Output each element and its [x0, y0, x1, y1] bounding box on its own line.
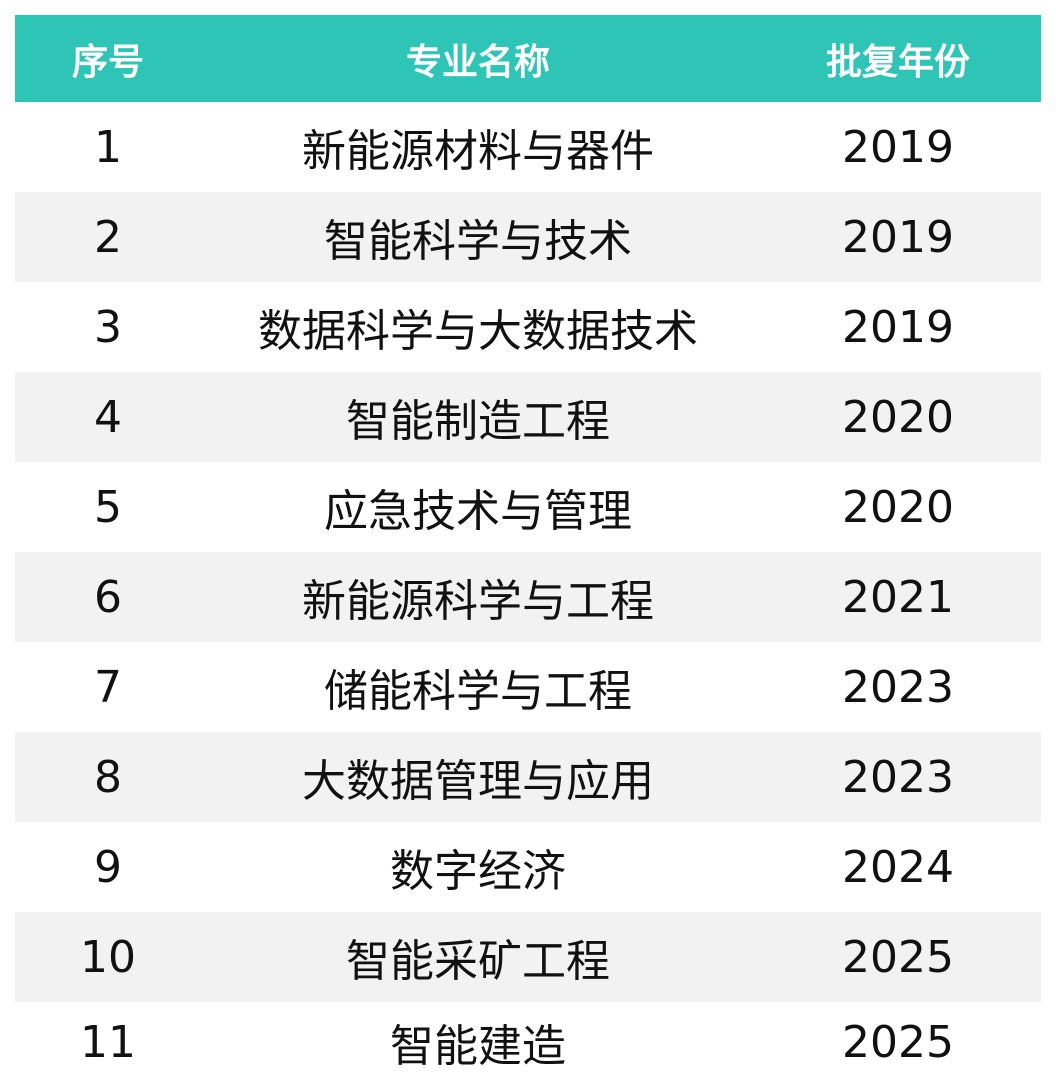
majors-table: 序号 专业名称 批复年份 1 新能源材料与器件 2019 2 智能科学与技术 2… [15, 15, 1041, 1082]
cell-year: 2019 [842, 301, 954, 353]
cell-index: 7 [94, 661, 122, 713]
cell-year: 2019 [842, 121, 954, 173]
cell-year: 2019 [842, 211, 954, 263]
table-row: 5 应急技术与管理 2020 [15, 462, 1041, 552]
cell-name: 数据科学与大数据技术 [258, 306, 698, 357]
cell-name: 大数据管理与应用 [302, 756, 654, 807]
cell-index: 4 [94, 391, 122, 443]
header-index: 序号 [71, 41, 144, 83]
table-row: 1 新能源材料与器件 2019 [15, 102, 1041, 192]
cell-index: 3 [94, 301, 122, 353]
cell-year: 2021 [842, 571, 954, 623]
cell-year: 2024 [842, 841, 954, 893]
cell-index: 1 [94, 121, 122, 173]
table-row: 7 储能科学与工程 2023 [15, 642, 1041, 732]
table-row: 2 智能科学与技术 2019 [15, 192, 1041, 282]
cell-name: 智能采矿工程 [346, 936, 610, 987]
cell-year: 2020 [842, 391, 954, 443]
cell-index: 11 [80, 1016, 136, 1068]
table-row: 8 大数据管理与应用 2023 [15, 732, 1041, 822]
cell-index: 6 [94, 571, 122, 623]
cell-year: 2025 [842, 931, 954, 983]
cell-index: 9 [94, 841, 122, 893]
cell-index: 5 [94, 481, 122, 533]
table-row: 3 数据科学与大数据技术 2019 [15, 282, 1041, 372]
cell-index: 2 [94, 211, 122, 263]
cell-name: 新能源科学与工程 [302, 576, 654, 627]
cell-year: 2023 [842, 751, 954, 803]
table-row: 9 数字经济 2024 [15, 822, 1041, 912]
cell-name: 智能建造 [390, 1021, 566, 1072]
header-name: 专业名称 [405, 41, 550, 83]
cell-year: 2020 [842, 481, 954, 533]
cell-name: 数字经济 [390, 846, 566, 897]
cell-name: 储能科学与工程 [324, 666, 632, 717]
table-row: 6 新能源科学与工程 2021 [15, 552, 1041, 642]
cell-name: 智能制造工程 [346, 396, 610, 447]
cell-name: 新能源材料与器件 [302, 126, 654, 177]
table-row: 10 智能采矿工程 2025 [15, 912, 1041, 1002]
cell-name: 智能科学与技术 [324, 216, 632, 267]
cell-year: 2023 [842, 661, 954, 713]
table-row: 4 智能制造工程 2020 [15, 372, 1041, 462]
cell-year: 2025 [842, 1016, 954, 1068]
cell-index: 8 [94, 751, 122, 803]
cell-index: 10 [80, 931, 136, 983]
header-year: 批复年份 [825, 41, 970, 83]
table-row: 11 智能建造 2025 [15, 1002, 1041, 1082]
table-header: 序号 专业名称 批复年份 [15, 15, 1041, 102]
cell-name: 应急技术与管理 [324, 486, 632, 537]
